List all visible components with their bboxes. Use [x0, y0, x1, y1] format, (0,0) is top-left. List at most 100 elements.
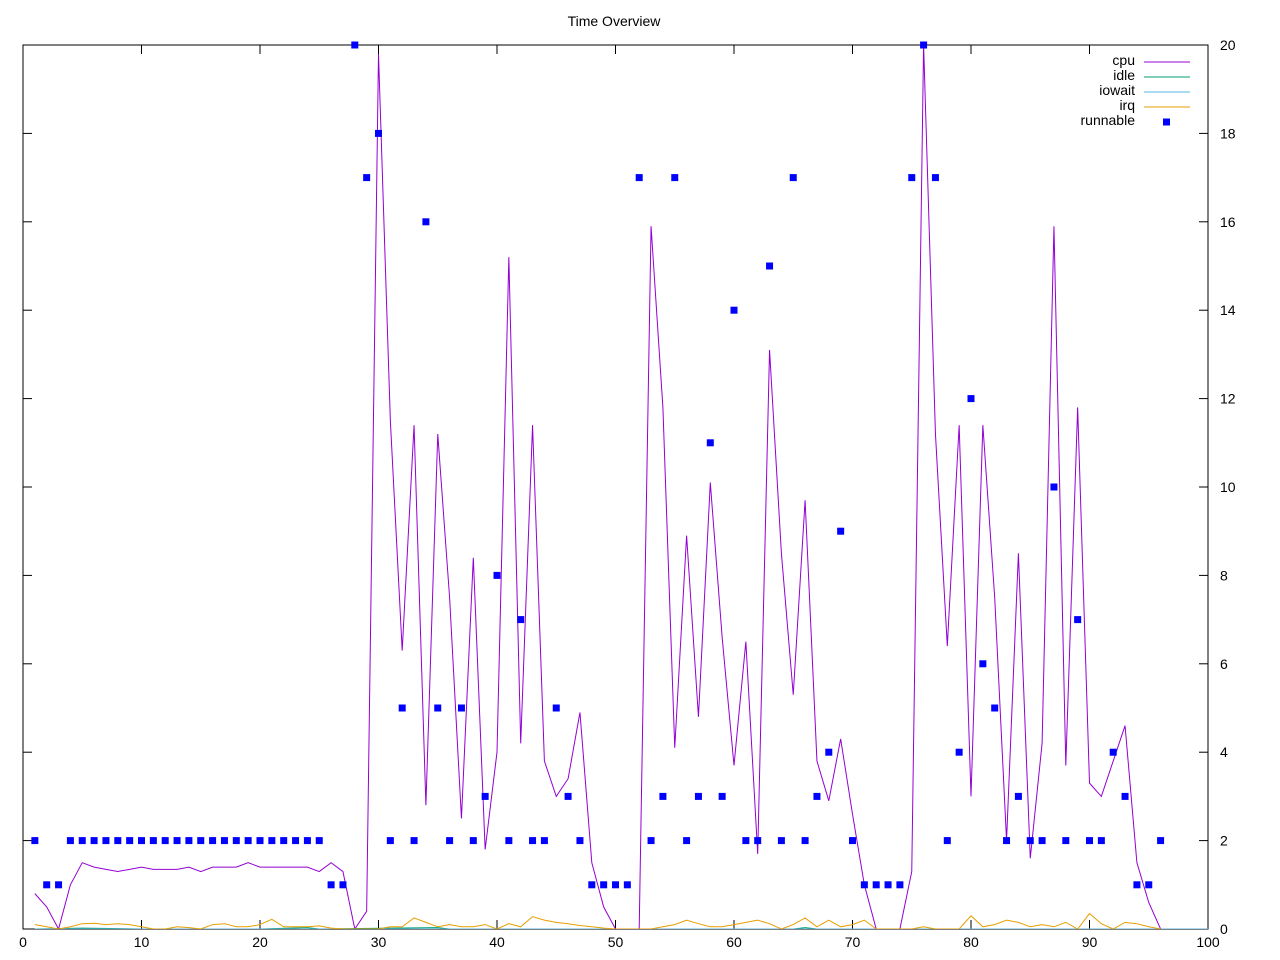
runnable-point [825, 748, 833, 756]
runnable-point [600, 881, 608, 889]
runnable-point [967, 395, 975, 403]
series-line-irq [34, 912, 1161, 929]
runnable-point [896, 881, 904, 889]
runnable-point [1050, 483, 1058, 491]
runnable-point [1014, 792, 1022, 800]
runnable-point [149, 837, 157, 845]
runnable-point [1097, 837, 1105, 845]
runnable-point [173, 837, 181, 845]
y-tick-label: 0 [1220, 921, 1228, 937]
runnable-point [114, 837, 122, 845]
runnable-point [529, 837, 537, 845]
runnable-point [327, 881, 335, 889]
series-line-idle [34, 927, 1208, 929]
runnable-point [659, 792, 667, 800]
series-line-cpu [34, 44, 1162, 929]
x-tick-label: 50 [608, 934, 624, 950]
runnable-point [766, 262, 774, 270]
runnable-point [375, 129, 382, 137]
runnable-point [126, 837, 134, 845]
plot-area-border [22, 44, 1209, 930]
legend-label-cpu: cpu [1112, 52, 1135, 68]
runnable-point [256, 837, 264, 845]
y-tick-label: 18 [1220, 125, 1236, 141]
runnable-point [920, 41, 928, 49]
runnable-point [789, 174, 797, 182]
runnable-point [623, 881, 631, 889]
runnable-point [1086, 837, 1093, 845]
runnable-point [813, 792, 821, 800]
y-tick-label: 16 [1220, 214, 1236, 230]
legend-swatch-runnable [1163, 118, 1170, 126]
y-tick-label: 2 [1220, 833, 1228, 849]
runnable-point [1121, 792, 1129, 800]
runnable-point [422, 218, 430, 226]
axis-ticks [22, 44, 1209, 930]
runnable-point [718, 792, 726, 800]
runnable-point [244, 837, 252, 845]
runnable-point [564, 792, 572, 800]
runnable-point [280, 837, 288, 845]
runnable-point [1062, 837, 1070, 845]
runnable-point [90, 837, 98, 845]
runnable-point [979, 660, 987, 668]
legend-label-idle: idle [1113, 67, 1135, 83]
runnable-point [161, 837, 169, 845]
runnable-point [66, 837, 74, 845]
runnable-point [78, 837, 86, 845]
runnable-point [540, 837, 548, 845]
runnable-point [102, 837, 110, 845]
runnable-point [706, 439, 714, 447]
x-tick-label: 100 [1196, 934, 1220, 950]
runnable-point [801, 837, 809, 845]
x-tick-label: 70 [845, 934, 861, 950]
runnable-point [683, 837, 691, 845]
runnable-point [943, 837, 951, 845]
runnable-point [931, 174, 939, 182]
runnable-point [232, 837, 240, 845]
runnable-point [955, 748, 963, 756]
runnable-point [481, 792, 489, 800]
y-tick-label: 12 [1220, 391, 1236, 407]
runnable-point [1109, 748, 1117, 756]
runnable-point [576, 837, 584, 845]
runnable-point [849, 837, 856, 845]
runnable-point [908, 174, 916, 182]
runnable-point [837, 527, 845, 535]
runnable-point [884, 881, 892, 889]
runnable-point [505, 837, 513, 845]
x-tick-label: 40 [489, 934, 505, 950]
y-tick-label: 8 [1220, 567, 1228, 583]
runnable-point [398, 704, 406, 712]
x-tick-label: 60 [726, 934, 742, 950]
chart-title: Time Overview [568, 13, 662, 29]
runnable-point [1026, 837, 1034, 845]
runnable-point [1145, 881, 1153, 889]
runnable-point [434, 704, 442, 712]
runnable-point [1157, 837, 1165, 845]
y-tick-label: 10 [1220, 479, 1236, 495]
runnable-point [647, 837, 655, 845]
runnable-point [410, 837, 418, 845]
legend-label-iowait: iowait [1099, 82, 1135, 98]
runnable-point [742, 837, 750, 845]
runnable-point [197, 837, 205, 845]
runnable-point [339, 881, 347, 889]
x-tick-label: 20 [252, 934, 268, 950]
y-tick-label: 4 [1220, 744, 1228, 760]
runnable-point [43, 881, 51, 889]
runnable-point [303, 837, 311, 845]
runnable-point [635, 174, 643, 182]
y-tick-label: 6 [1220, 656, 1228, 672]
runnable-point [386, 837, 394, 845]
x-tick-label: 30 [371, 934, 387, 950]
x-tick-label: 90 [1082, 934, 1098, 950]
runnable-point [55, 881, 63, 889]
runnable-point [351, 41, 359, 49]
y-tick-label: 14 [1220, 302, 1236, 318]
runnable-point [209, 837, 217, 845]
runnable-point [777, 837, 785, 845]
